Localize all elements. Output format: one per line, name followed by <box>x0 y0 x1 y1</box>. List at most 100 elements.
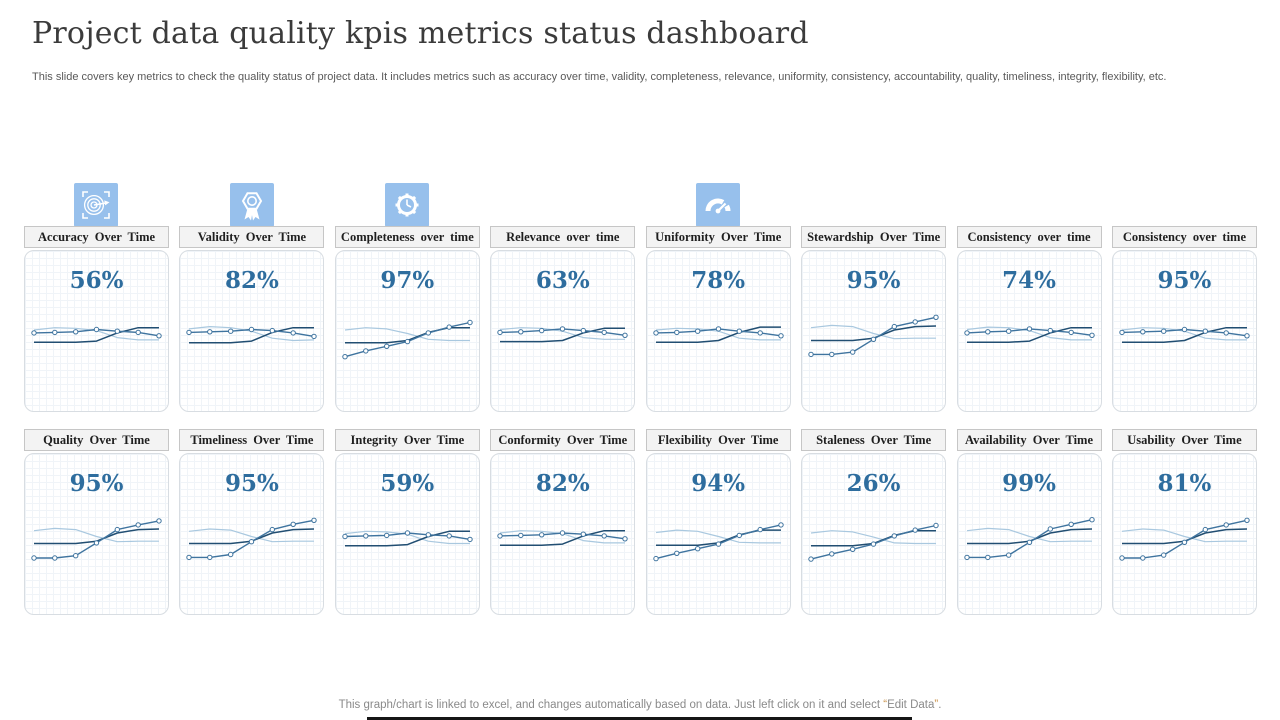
page-subtitle: This slide covers key metrics to check t… <box>32 71 1167 83</box>
kpi-card-body[interactable]: 81% <box>1111 453 1257 615</box>
kpi-value: 95% <box>846 267 901 294</box>
kpi-sparkline-chart[interactable] <box>1118 302 1251 372</box>
kpi-value: 74% <box>1002 267 1056 294</box>
kpi-card-title-text: Consistency over time <box>1122 230 1246 244</box>
kpi-sparkline-chart[interactable] <box>807 302 940 372</box>
kpi-card[interactable]: Relevance over time 63% <box>490 226 636 412</box>
kpi-card-header: Staleness Over Time <box>801 429 947 451</box>
kpi-sparkline-chart[interactable] <box>30 505 163 575</box>
kpi-sparkline-chart[interactable] <box>652 302 785 372</box>
kpi-card[interactable]: Uniformity Over Time 78% <box>645 226 791 412</box>
footer-quoted-command: Edit Data <box>887 699 935 711</box>
kpi-card-header: Validity Over Time <box>179 226 325 248</box>
kpi-card-title-text: Staleness Over Time <box>816 433 932 447</box>
kpi-card-body[interactable]: 26% <box>801 453 947 615</box>
kpi-value: 94% <box>691 470 746 497</box>
kpi-value: 59% <box>380 470 435 497</box>
kpi-card[interactable]: Timeliness Over Time 95% <box>179 429 325 615</box>
kpi-sparkline-chart[interactable] <box>341 505 474 575</box>
kpi-card-header: Integrity Over Time <box>334 429 480 451</box>
kpi-card[interactable]: Conformity Over Time 82% <box>490 429 636 615</box>
kpi-card-header: Timeliness Over Time <box>179 429 325 451</box>
kpi-card-header: Usability Over Time <box>1111 429 1257 451</box>
kpi-card-body[interactable]: 63% <box>490 250 636 412</box>
kpi-card-body[interactable]: 82% <box>179 250 325 412</box>
kpi-card[interactable]: Usability Over Time 81% <box>1111 429 1257 615</box>
footer-quote-open: “ <box>883 699 888 711</box>
kpi-card-title-text: Accuracy Over Time <box>37 230 156 244</box>
kpi-card-title-text: Integrity Over Time <box>350 433 465 447</box>
kpi-sparkline-chart[interactable] <box>496 505 629 575</box>
footer-text-after: . <box>938 699 942 711</box>
kpi-card-header: Stewardship Over Time <box>801 226 947 248</box>
kpi-card[interactable]: Consistency over time 95% <box>1111 226 1257 412</box>
kpi-card-header: Completeness over time <box>334 226 480 248</box>
kpi-card[interactable]: Quality Over Time 95% <box>24 429 169 615</box>
kpi-card[interactable]: Consistency over time 74% <box>956 226 1102 412</box>
kpi-sparkline-chart[interactable] <box>1118 505 1251 575</box>
award-badge-icon <box>230 183 274 227</box>
kpi-card-body[interactable]: 99% <box>956 453 1102 615</box>
kpi-card[interactable]: Completeness over time 97% <box>334 226 480 412</box>
kpi-card-header: Consistency over time <box>1111 226 1257 248</box>
kpi-card-header: Availability Over Time <box>956 429 1102 451</box>
kpi-card-title-text: Timeliness Over Time <box>190 433 314 447</box>
kpi-card-body[interactable]: 56% <box>24 250 169 412</box>
kpi-card-body[interactable]: 74% <box>956 250 1102 412</box>
kpi-grid: Accuracy Over Time 56% Validity Over Tim… <box>24 226 1257 615</box>
kpi-card[interactable]: Validity Over Time 82% <box>179 226 325 412</box>
kpi-card-header: Conformity Over Time <box>490 429 636 451</box>
kpi-sparkline-chart[interactable] <box>652 505 785 575</box>
kpi-sparkline-chart[interactable] <box>30 302 163 372</box>
kpi-card-body[interactable]: 97% <box>334 250 480 412</box>
kpi-sparkline-chart[interactable] <box>496 302 629 372</box>
kpi-value: 95% <box>69 470 124 497</box>
kpi-sparkline-chart[interactable] <box>185 302 318 372</box>
kpi-card-header: Quality Over Time <box>24 429 169 451</box>
kpi-sparkline-chart[interactable] <box>341 302 474 372</box>
kpi-sparkline-chart[interactable] <box>963 505 1096 575</box>
kpi-card[interactable]: Accuracy Over Time 56% <box>24 226 169 412</box>
kpi-card[interactable]: Staleness Over Time 26% <box>801 429 947 615</box>
kpi-card-title-text: Quality Over Time <box>43 433 150 447</box>
kpi-card-body[interactable]: 94% <box>645 453 791 615</box>
footer-text-before: This graph/chart is linked to excel, and… <box>338 699 884 711</box>
kpi-value: 81% <box>1157 470 1212 497</box>
kpi-sparkline-chart[interactable] <box>185 505 318 575</box>
kpi-card-body[interactable]: 95% <box>1111 250 1257 412</box>
kpi-value: 97% <box>380 267 435 294</box>
kpi-card-body[interactable]: 95% <box>24 453 169 615</box>
kpi-card-header: Accuracy Over Time <box>24 226 169 248</box>
kpi-card-header: Consistency over time <box>956 226 1102 248</box>
kpi-value: 78% <box>691 267 746 294</box>
kpi-card-body[interactable]: 59% <box>334 453 480 615</box>
kpi-value: 99% <box>1002 470 1056 497</box>
kpi-card-title-text: Conformity Over Time <box>498 433 628 447</box>
kpi-value: 82% <box>535 470 590 497</box>
kpi-card[interactable]: Stewardship Over Time 95% <box>801 226 947 412</box>
target-icon <box>74 183 118 227</box>
kpi-card-title-text: Flexibility Over Time <box>657 433 779 447</box>
kpi-card-body[interactable]: 78% <box>645 250 791 412</box>
kpi-card[interactable]: Flexibility Over Time 94% <box>645 429 791 615</box>
kpi-card-body[interactable]: 95% <box>801 250 947 412</box>
kpi-value: 95% <box>224 470 279 497</box>
kpi-card-header: Relevance over time <box>490 226 636 248</box>
footer-quote-close: ” <box>934 699 939 711</box>
kpi-card[interactable]: Integrity Over Time 59% <box>334 429 480 615</box>
kpi-sparkline-chart[interactable] <box>963 302 1096 372</box>
kpi-card-header: Uniformity Over Time <box>645 226 791 248</box>
kpi-value: 63% <box>535 267 590 294</box>
kpi-card-title-text: Uniformity Over Time <box>655 230 782 244</box>
kpi-card-body[interactable]: 95% <box>179 453 325 615</box>
kpi-sparkline-chart[interactable] <box>807 505 940 575</box>
gear-clock-icon <box>385 183 429 227</box>
kpi-card-title-text: Relevance over time <box>506 230 620 244</box>
kpi-card-body[interactable]: 82% <box>490 453 636 615</box>
kpi-value: 26% <box>846 470 901 497</box>
kpi-card[interactable]: Availability Over Time 99% <box>956 429 1102 615</box>
footer-note: This graph/chart is linked to excel, and… <box>0 699 1280 711</box>
kpi-card-title-text: Validity Over Time <box>197 230 307 244</box>
kpi-value: 82% <box>224 267 279 294</box>
